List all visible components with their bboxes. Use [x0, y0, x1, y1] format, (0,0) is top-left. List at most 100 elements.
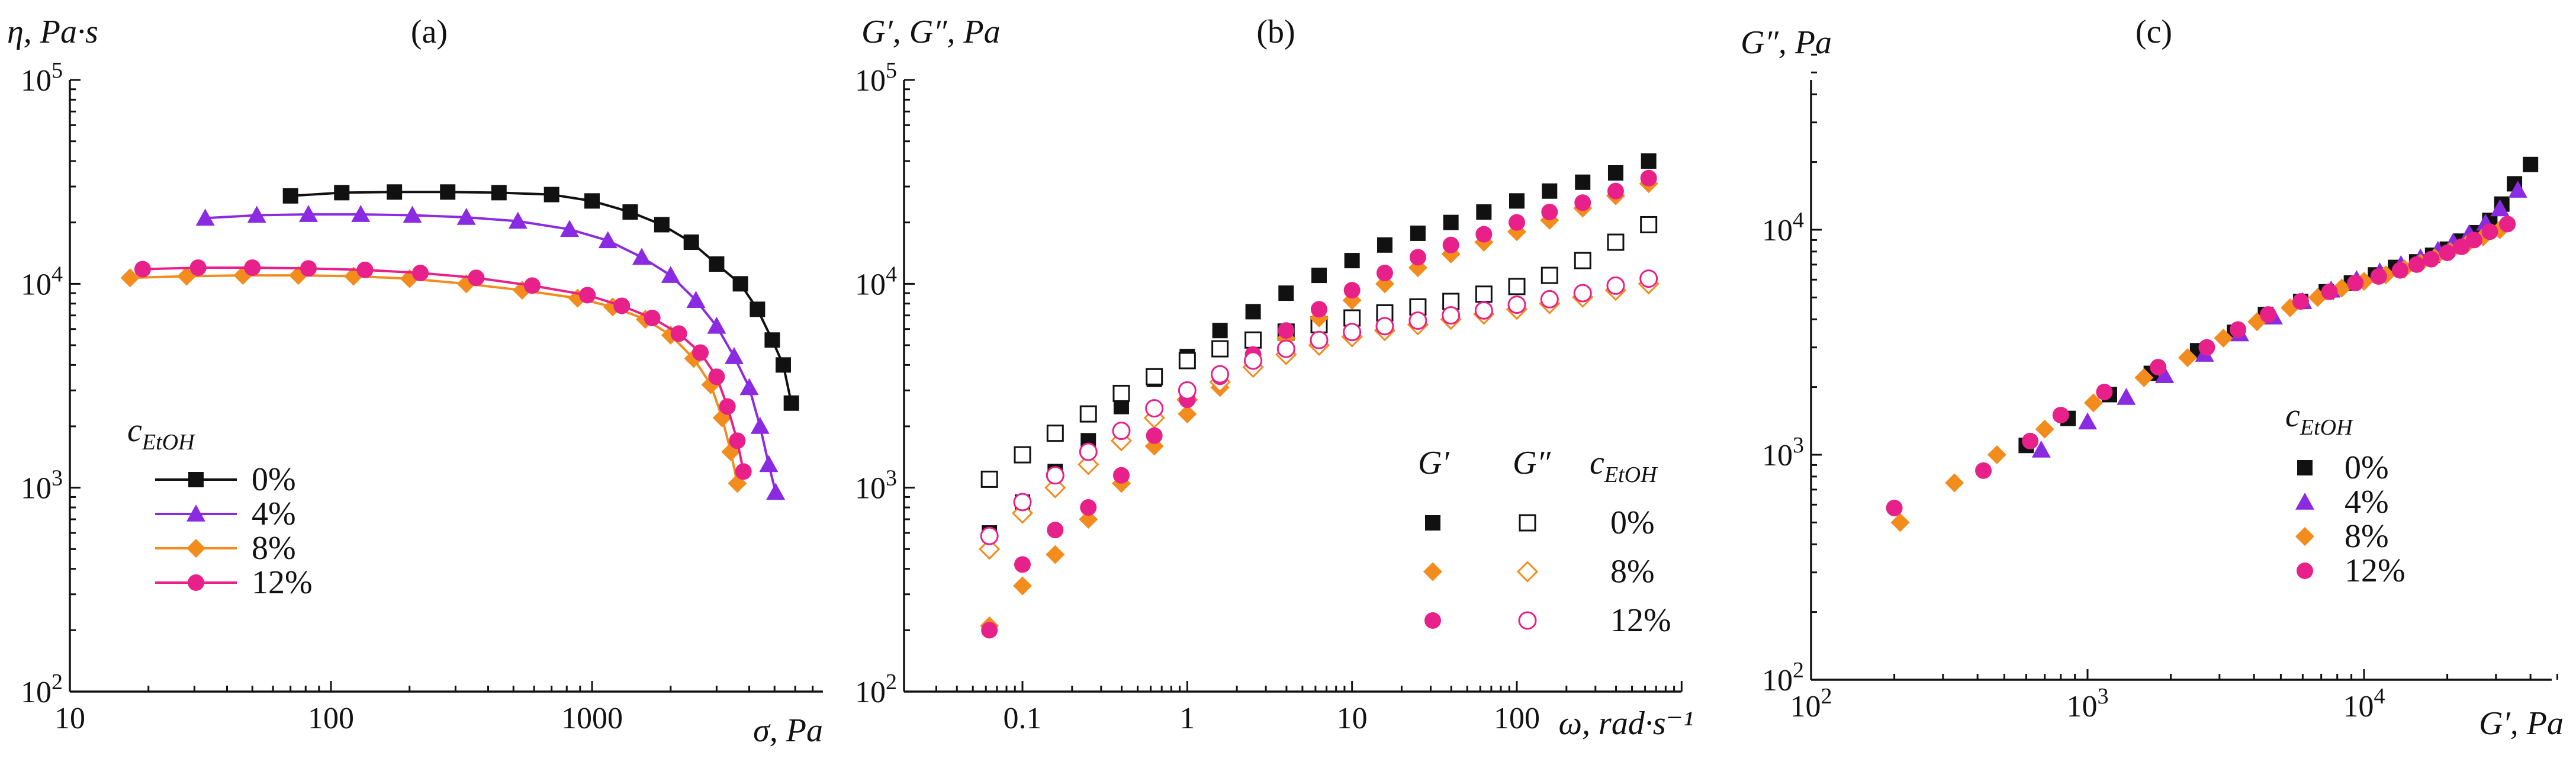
y-tick-label: 104: [855, 262, 897, 301]
gdouble-point-12%: [1178, 381, 1197, 400]
x-tick-label: 0.1: [1004, 702, 1042, 735]
data-point-12%: [2439, 244, 2456, 261]
data-point-8%: [2134, 368, 2154, 387]
data-point-4%: [195, 208, 215, 226]
x-tick-label: 10: [54, 702, 85, 735]
data-point-12%: [468, 269, 485, 287]
legend-label-12%: 12%: [2345, 552, 2405, 589]
gdouble-point-12%: [1112, 422, 1131, 441]
legend-label-8%: 8%: [1610, 554, 1655, 590]
gdouble-point-0%: [1640, 216, 1658, 233]
data-point-12%: [2499, 216, 2516, 233]
legend-gprime-marker-0%: [1425, 515, 1440, 531]
data-point-8%: [2214, 328, 2233, 348]
legend-b-header-c: cEtOH: [1590, 445, 1658, 487]
data-point-12%: [2292, 293, 2309, 310]
data-point-4%: [2117, 387, 2136, 405]
panel-a-x-label: σ, Pa: [753, 712, 823, 749]
gdouble-point-12%: [1079, 442, 1098, 461]
data-point-12%: [2052, 407, 2069, 424]
data-point-12%: [735, 463, 752, 480]
series-line-8%: [130, 274, 739, 484]
gdouble-point-0%: [1541, 266, 1558, 284]
data-point-0%: [387, 184, 403, 200]
gdouble-point-0%: [1475, 285, 1493, 303]
data-point-12%: [2230, 321, 2247, 338]
gdouble-point-12%: [1046, 466, 1065, 485]
gprime-point-0%: [1311, 268, 1327, 284]
legend-marker-8%: [186, 539, 205, 558]
data-point-4%: [661, 266, 680, 283]
gdouble-point-12%: [1013, 493, 1032, 512]
panel-c-x-label: G′, Pa: [2479, 705, 2564, 742]
gprime-point-12%: [1475, 226, 1493, 243]
gdouble-point-12%: [1639, 269, 1658, 288]
gprime-point-0%: [1278, 285, 1294, 301]
gdouble-point-0%: [1014, 446, 1031, 464]
data-point-0%: [709, 256, 725, 272]
data-point-12%: [729, 432, 746, 449]
data-point-8%: [288, 266, 308, 285]
data-point-12%: [579, 287, 596, 304]
series-line-12%: [142, 266, 745, 472]
gprime-point-0%: [1410, 225, 1426, 241]
x-tick-label: 1: [1179, 702, 1195, 735]
gdouble-point-12%: [1507, 295, 1526, 314]
legend-marker-12%: [2297, 562, 2313, 579]
data-point-12%: [719, 398, 736, 415]
data-point-12%: [692, 344, 709, 361]
gprime-point-8%: [1046, 545, 1065, 564]
gdouble-point-8%: [1078, 454, 1099, 475]
legend-gprime-marker-12%: [1424, 612, 1441, 629]
gdouble-point-12%: [1211, 365, 1230, 384]
data-point-0%: [775, 357, 791, 373]
data-point-12%: [244, 259, 261, 277]
gprime-point-12%: [1311, 301, 1328, 318]
gprime-point-12%: [1047, 522, 1064, 539]
gdouble-point-0%: [1046, 425, 1064, 442]
data-point-12%: [2347, 274, 2364, 291]
data-point-12%: [708, 368, 725, 385]
gprime-point-12%: [1278, 322, 1295, 339]
data-point-4%: [2155, 366, 2175, 383]
data-point-12%: [2391, 262, 2408, 279]
legend-label-8%: 8%: [2345, 518, 2389, 555]
y-tick-label: 102: [1762, 658, 1804, 698]
gdouble-point-0%: [980, 470, 998, 488]
data-point-12%: [2022, 432, 2039, 449]
panel-b-modulus-chart: 102 103 104 105 0.1 1 10 100 G′, G″, Pa (b) ω, …: [855, 14, 1693, 742]
gprime-point-12%: [1509, 214, 1525, 231]
legend-label-12%: 12%: [252, 564, 313, 601]
data-point-4%: [508, 211, 528, 229]
x-tick-label: 1000: [561, 702, 623, 735]
data-point-12%: [2408, 256, 2425, 273]
data-point-12%: [2321, 283, 2338, 300]
gprime-point-12%: [1409, 249, 1426, 266]
data-point-0%: [440, 184, 456, 200]
gdouble-point-0%: [1244, 331, 1262, 349]
data-point-4%: [403, 205, 422, 223]
data-point-8%: [2035, 419, 2054, 439]
data-point-8%: [1890, 513, 1910, 532]
gprime-point-0%: [1377, 237, 1392, 253]
data-point-4%: [2078, 412, 2097, 430]
gprime-point-12%: [981, 622, 998, 639]
gprime-point-12%: [1607, 182, 1624, 200]
gprime-point-0%: [1641, 153, 1657, 169]
gprime-point-12%: [1574, 194, 1591, 211]
legend-label-0%: 0%: [2345, 449, 2389, 486]
data-point-12%: [613, 297, 631, 314]
gdouble-point-12%: [1276, 339, 1295, 358]
legend-label-4%: 4%: [2345, 484, 2389, 520]
gprime-point-12%: [1541, 204, 1558, 221]
data-point-12%: [2260, 306, 2277, 323]
legend-marker-0%: [2297, 460, 2313, 475]
y-tick-label: 102: [21, 670, 63, 709]
gdouble-point-8%: [979, 538, 1001, 560]
data-point-0%: [732, 276, 748, 292]
gdouble-point-0%: [1508, 278, 1526, 295]
data-point-4%: [707, 316, 726, 334]
gprime-point-8%: [1178, 404, 1197, 424]
gprime-point-0%: [1509, 193, 1525, 209]
